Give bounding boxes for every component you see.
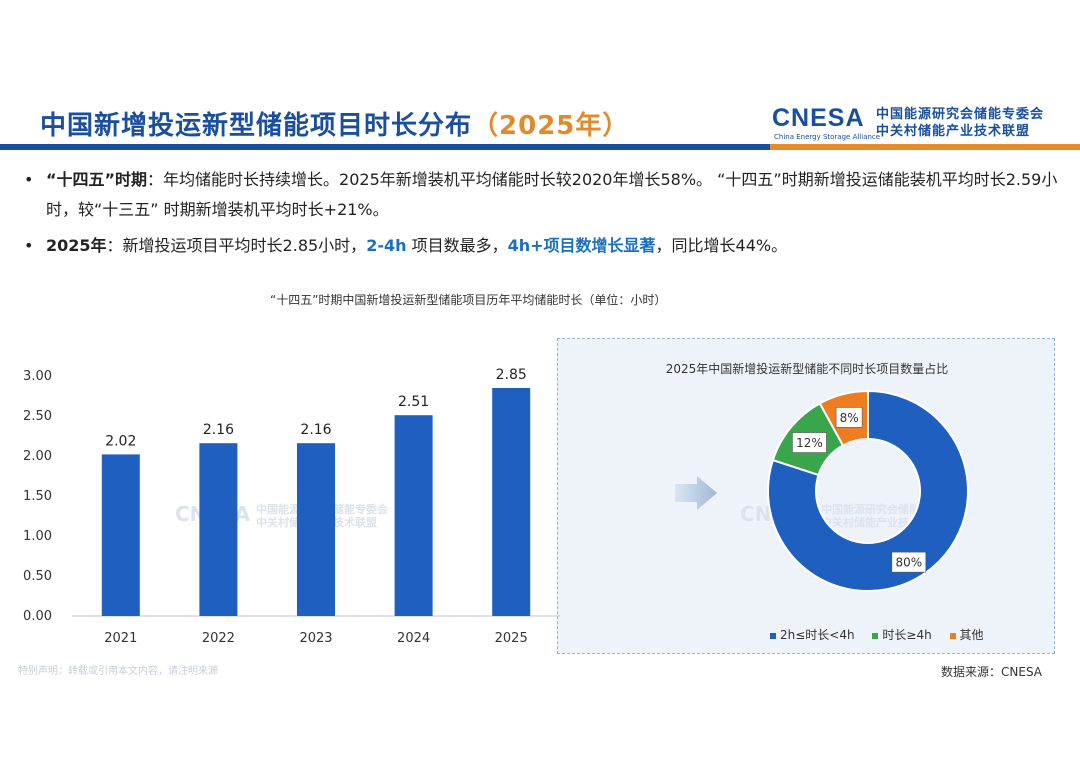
bullet-2-highlight1: 2-4h [366,236,407,255]
bar-2021 [101,454,140,616]
x-tick-label: 2021 [104,631,137,646]
cnesa-logo: CNESA China Energy Storage Alliance 中国能源… [772,104,1052,144]
legend-swatch [949,632,956,639]
bullet-1-lead: “十四五”时期 [46,170,148,189]
bar-value-label: 2.51 [398,394,429,410]
donut-slice-label: 12% [796,436,823,450]
bullet-2-text1: ：新增投运项目平均时长2.85小时， [106,236,367,255]
bar-value-label: 2.16 [203,422,234,438]
x-tick-label: 2025 [495,631,528,646]
bar-chart: 0.00 0.50 1.00 1.50 2.00 2.50 3.00 2.02 2021 2.16… [23,367,560,646]
logo-cn-text: 中国能源研究会储能专委会 中关村储能产业技术联盟 [876,106,1044,140]
bar-value-label: 2.85 [496,367,527,383]
x-tick-label: 2024 [397,631,430,646]
x-tick-label: 2022 [202,631,235,646]
legend-swatch [872,632,879,639]
bar-2023 [297,443,335,616]
legend-label: 其他 [959,628,984,642]
bar-2024 [394,415,433,616]
y-tick-label: 1.50 [23,489,52,504]
donut-slice-label: 8% [840,411,859,425]
bullet-item-1: “十四五”时期：年均储能时长持续增长。2025年新增装机平均储能时长较2020年… [22,165,1062,225]
logo-subtitle: China Energy Storage Alliance [774,133,881,141]
bullet-list: “十四五”时期：年均储能时长持续增长。2025年新增装机平均储能时长较2020年… [22,165,1062,261]
header-rule-orange [770,144,1080,150]
arrow-right-icon [675,476,717,510]
bullet-2-lead: 2025年 [46,236,107,255]
legend-label: 2h≤时长<4h [780,628,855,642]
bullet-2-highlight2: 4h+项目数增长显著 [507,236,656,255]
y-tick-label: 0.50 [23,569,52,584]
y-tick-label: 1.00 [23,529,52,544]
bar-2025 [492,388,531,616]
donut-legend: 2h≤时长<4h 时长≥4h 其他 [770,626,998,643]
donut-label-box [835,407,863,428]
donut-slice-label: 80% [895,556,922,570]
legend-item-other: 其他 [949,626,984,643]
logo-cn-line1: 中国能源研究会储能专委会 [876,107,1045,122]
logo-cn-line2: 中关村储能产业技术联盟 [876,124,1031,139]
y-tick-label: 3.00 [23,369,52,384]
donut-chart: 80% 12% 8% [767,389,969,592]
donut-slice-0 [767,389,969,592]
bullet-2-text2: 项目数最多， [406,236,508,255]
y-tick-label: 2.00 [23,449,52,464]
donut-chart-title: 2025年中国新增投运新型储能不同时长项目数量占比 [665,362,949,376]
bullet-item-2: 2025年：新增投运项目平均时长2.85小时，2-4h 项目数最多，4h+项目数… [22,231,1062,261]
y-tick-label: 2.50 [23,409,52,424]
header-rule-blue [0,144,770,150]
bar-2022 [199,443,238,616]
logo-mark: CNESA [772,104,865,132]
disclaimer-text: 特别声明：转载或引用本文内容，请注明来源 [18,666,218,677]
bullet-2-text3: ，同比增长44%。 [655,236,788,255]
y-tick-label: 0.00 [23,609,52,624]
legend-item-2-4h: 2h≤时长<4h [770,626,855,643]
legend-item-4h-plus: 时长≥4h [872,626,932,643]
title-year: （2025年） [472,111,630,141]
donut-label-box [792,432,827,453]
bar-value-label: 2.02 [105,433,136,449]
bar-chart-title: “十四五”时期中国新增投运新型储能项目历年平均储能时长（单位：小时） [270,293,667,307]
bar-value-label: 2.16 [300,422,331,438]
donut-label-box [891,551,927,573]
legend-swatch [770,632,776,639]
legend-label: 时长≥4h [882,628,932,642]
data-source: 数据来源：CNESA [941,665,1042,679]
page-title: 中国新增投运新型储能项目时长分布（2025年） [40,105,629,142]
title-main: 中国新增投运新型储能项目时长分布 [40,111,473,141]
x-tick-label: 2023 [299,631,332,646]
bullet-1-text: ：年均储能时长持续增长。2025年新增装机平均储能时长较2020年增长58%。 … [46,170,1058,219]
